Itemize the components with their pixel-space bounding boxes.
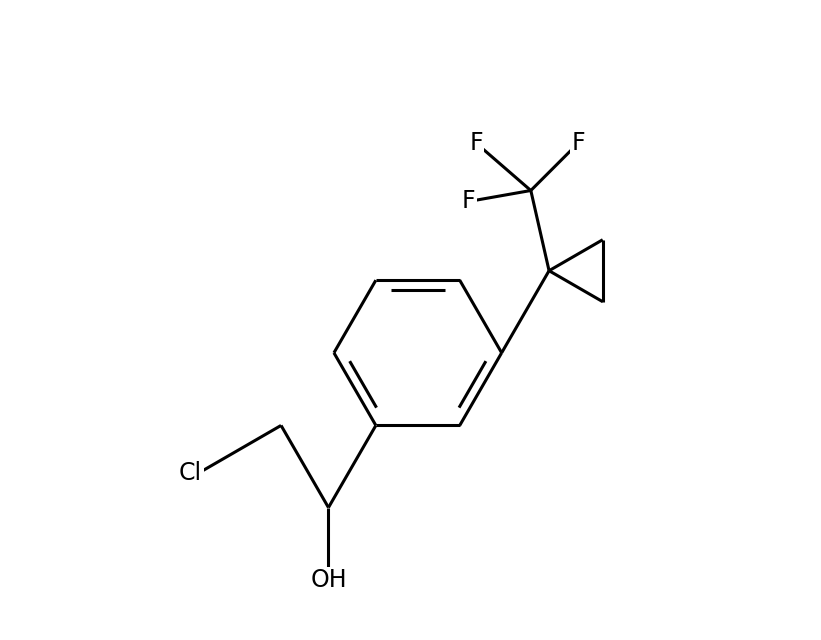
Text: Cl: Cl (179, 461, 202, 485)
Text: F: F (470, 131, 483, 155)
Text: F: F (571, 131, 585, 155)
Text: F: F (462, 189, 475, 213)
Text: OH: OH (310, 568, 346, 593)
